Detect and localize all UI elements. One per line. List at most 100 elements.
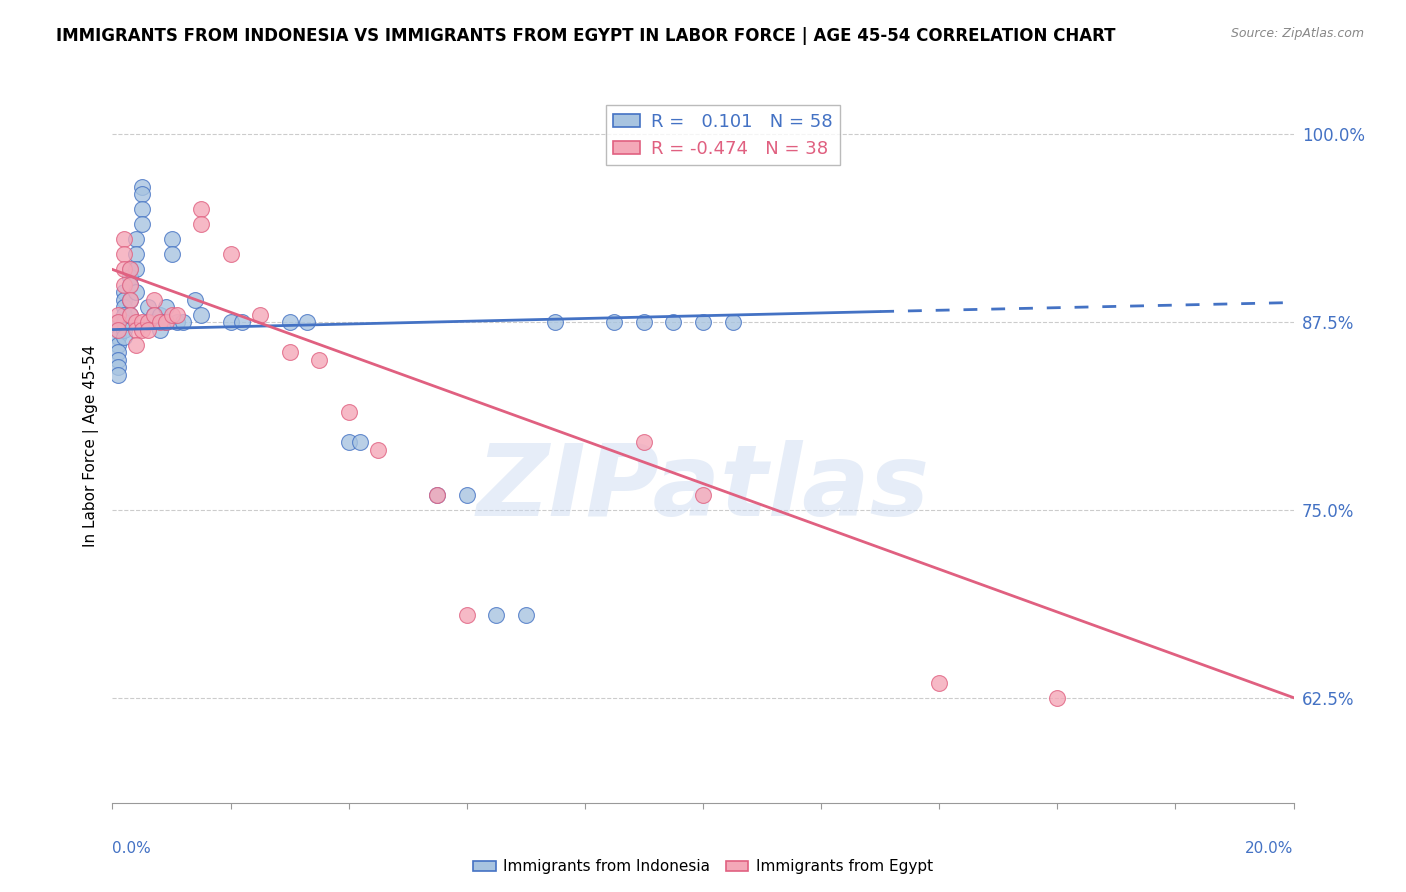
Point: [231, 315, 253, 329]
Point: [112, 247, 135, 261]
Point: [131, 202, 153, 217]
Point: [112, 308, 135, 322]
Point: [633, 315, 655, 329]
Point: [692, 488, 714, 502]
Point: [367, 442, 389, 457]
Point: [149, 315, 172, 329]
Point: [107, 330, 129, 344]
Point: [190, 218, 212, 232]
Point: [120, 293, 142, 307]
Point: [107, 337, 129, 351]
Point: [107, 360, 129, 375]
Point: [142, 293, 165, 307]
Point: [633, 435, 655, 450]
Point: [692, 315, 714, 329]
Point: [120, 308, 142, 322]
Point: [112, 330, 135, 344]
Point: [456, 607, 478, 622]
Point: [149, 322, 172, 336]
Point: [928, 675, 950, 690]
Point: [131, 179, 153, 194]
Point: [160, 308, 183, 322]
Point: [125, 322, 148, 336]
Point: [721, 315, 744, 329]
Point: [107, 345, 129, 359]
Point: [190, 202, 212, 217]
Point: [120, 277, 142, 292]
Point: [456, 488, 478, 502]
Point: [297, 315, 319, 329]
Point: [131, 187, 153, 202]
Point: [278, 315, 301, 329]
Point: [120, 277, 142, 292]
Point: [112, 232, 135, 246]
Point: [120, 308, 142, 322]
Point: [544, 315, 567, 329]
Point: [112, 285, 135, 299]
Point: [120, 270, 142, 285]
Point: [125, 337, 148, 351]
Point: [136, 315, 159, 329]
Point: [172, 315, 194, 329]
Y-axis label: In Labor Force | Age 45-54: In Labor Force | Age 45-54: [83, 345, 98, 547]
Point: [278, 345, 301, 359]
Point: [515, 607, 537, 622]
Point: [142, 308, 165, 322]
Point: [136, 300, 159, 314]
Point: [107, 322, 129, 336]
Point: [662, 315, 685, 329]
Point: [125, 262, 148, 277]
Point: [155, 315, 177, 329]
Point: [107, 315, 129, 329]
Point: [120, 293, 142, 307]
Point: [112, 293, 135, 307]
Point: [107, 308, 129, 322]
Point: [136, 322, 159, 336]
Text: ZIPatlas: ZIPatlas: [477, 441, 929, 537]
Point: [142, 308, 165, 322]
Point: [131, 322, 153, 336]
Point: [125, 285, 148, 299]
Point: [219, 247, 242, 261]
Point: [112, 300, 135, 314]
Point: [125, 315, 148, 329]
Point: [190, 308, 212, 322]
Point: [426, 488, 449, 502]
Point: [249, 308, 271, 322]
Point: [112, 322, 135, 336]
Point: [120, 262, 142, 277]
Point: [107, 368, 129, 382]
Point: [120, 262, 142, 277]
Point: [337, 405, 360, 419]
Point: [166, 308, 188, 322]
Point: [112, 262, 135, 277]
Point: [131, 315, 153, 329]
Point: [219, 315, 242, 329]
Point: [426, 488, 449, 502]
Point: [112, 315, 135, 329]
Text: IMMIGRANTS FROM INDONESIA VS IMMIGRANTS FROM EGYPT IN LABOR FORCE | AGE 45-54 CO: IMMIGRANTS FROM INDONESIA VS IMMIGRANTS …: [56, 27, 1116, 45]
Legend: Immigrants from Indonesia, Immigrants from Egypt: Immigrants from Indonesia, Immigrants fr…: [467, 854, 939, 880]
Point: [112, 277, 135, 292]
Point: [184, 293, 207, 307]
Point: [107, 322, 129, 336]
Point: [337, 435, 360, 450]
Point: [485, 607, 508, 622]
Point: [125, 232, 148, 246]
Text: Source: ZipAtlas.com: Source: ZipAtlas.com: [1230, 27, 1364, 40]
Point: [155, 300, 177, 314]
Point: [136, 315, 159, 329]
Point: [131, 218, 153, 232]
Point: [603, 315, 626, 329]
Text: 20.0%: 20.0%: [1246, 841, 1294, 856]
Point: [308, 352, 330, 367]
Point: [125, 247, 148, 261]
Point: [160, 247, 183, 261]
Point: [160, 232, 183, 246]
Point: [149, 308, 172, 322]
Point: [107, 352, 129, 367]
Point: [166, 315, 188, 329]
Point: [155, 315, 177, 329]
Text: 0.0%: 0.0%: [112, 841, 152, 856]
Point: [349, 435, 371, 450]
